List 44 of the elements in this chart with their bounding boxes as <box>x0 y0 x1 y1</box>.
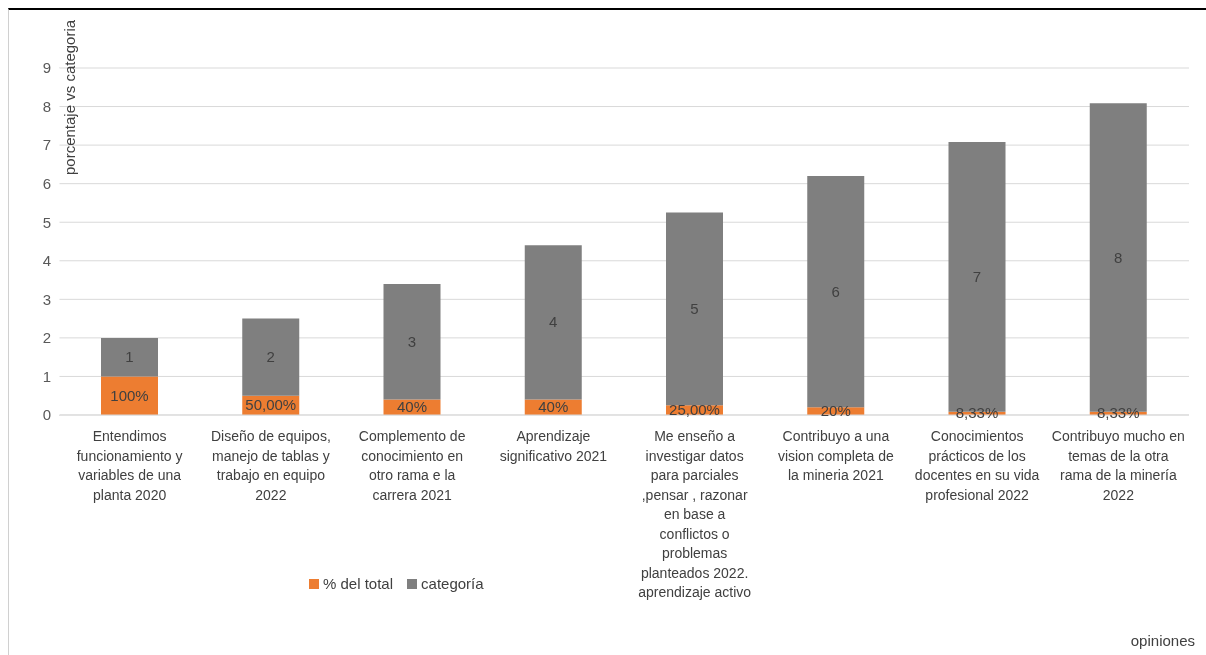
y-tick-label: 2 <box>42 329 51 347</box>
y-tick-label: 0 <box>42 406 51 424</box>
x-tick-label: Aprendizaje significativo 2021 <box>499 428 608 464</box>
data-label: 7 <box>972 267 982 285</box>
bar <box>524 245 582 400</box>
data-label: 25,00% <box>669 401 720 419</box>
bar <box>383 283 441 400</box>
y-tick-label: 9 <box>42 59 51 77</box>
bar <box>807 175 865 408</box>
data-label: 1 <box>125 348 134 366</box>
y-tick-label: 6 <box>42 174 51 192</box>
x-tick-label: Contribuyo mucho en temas de la otra rama de la minería 2022 <box>1051 428 1185 503</box>
data-label: 8,33% <box>1096 404 1140 422</box>
x-tick-label: Diseño de equipos, manejo de tablas y trabajo en equipo 2022 <box>210 428 331 503</box>
x-tick-label: Complemento de conocimiento en otro rama e la carrera 2021 <box>358 428 466 503</box>
y-tick-label: 4 <box>42 252 51 270</box>
y-tick-label: 7 <box>42 136 51 154</box>
data-label: 40% <box>538 398 569 416</box>
data-label: 20% <box>820 402 851 420</box>
category-label: Me enseño a investigar datos para parciales ,pensar , razonar en base a conflictos o problemas planteados 2022. aprendizaje activo <box>638 428 752 600</box>
bar <box>242 318 300 396</box>
y-tick-label: 5 <box>42 213 51 231</box>
data-label: 5 <box>690 299 699 317</box>
bar <box>101 337 158 377</box>
data-label: 40% <box>396 398 428 416</box>
y-tick-label: 3 <box>42 290 51 308</box>
data-label: 8 <box>1114 248 1123 266</box>
x-tick-label: Contribuyo a una vision completa de la mineria 2021 <box>777 428 895 483</box>
data-label: 3 <box>407 332 417 350</box>
x-tick-label: Entendimos funcionamiento y variables de una planta 2020 <box>76 428 183 503</box>
y-axis-title: porcentaje vs categoria <box>61 20 79 178</box>
text: opiniones <box>1130 632 1195 649</box>
data-label: 4 <box>549 313 558 331</box>
bar <box>666 212 723 406</box>
y-tick-label: 1 <box>42 367 51 385</box>
data-label: 6 <box>831 282 840 300</box>
x-tick-label: Conocimientos prácticos de los docentes en su vida profesional 2022 <box>914 428 1040 503</box>
data-label: 2 <box>266 348 275 366</box>
data-label: 50,00% <box>245 396 297 414</box>
legend-label: % del total <box>323 575 394 592</box>
legend-label: categoría <box>421 575 484 592</box>
data-label: 8,33% <box>955 404 999 422</box>
data-label: 100% <box>110 386 149 404</box>
y-tick-label: 8 <box>42 97 51 115</box>
